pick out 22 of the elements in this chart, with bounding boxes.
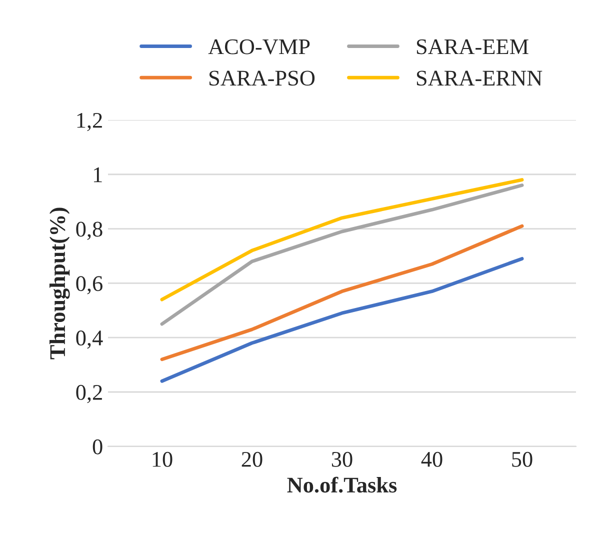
x-tick-label: 30 [332, 452, 352, 467]
y-tick-label: 0,6 [76, 276, 102, 294]
x-tick-label: 40 [421, 452, 442, 467]
line-series [160, 184, 524, 326]
line-series [160, 178, 524, 302]
y-tick-label: 0,2 [76, 384, 102, 404]
x-tick-label: 20 [242, 452, 262, 467]
y-axis-title: Throughput(%) [49, 208, 70, 360]
legend-label: SARA-ERNN [416, 70, 542, 86]
y-tick-label: 1 [94, 167, 102, 182]
legend-label: ACO-VMP [208, 39, 310, 54]
line-series [160, 224, 524, 362]
y-tick-label: 1,2 [77, 112, 102, 132]
y-tick-label: 0,4 [76, 330, 103, 349]
legend-label: SARA-PSO [210, 70, 315, 86]
legend-label: SARA-EEM [416, 39, 528, 54]
y-tick-label: 0 [92, 439, 102, 454]
x-tick-label: 10 [152, 452, 172, 467]
y-tick-label: 0,8 [76, 222, 102, 240]
line-series [160, 256, 524, 383]
x-tick-label: 50 [512, 452, 532, 467]
x-axis-title: No.of.Tasks [287, 476, 397, 493]
